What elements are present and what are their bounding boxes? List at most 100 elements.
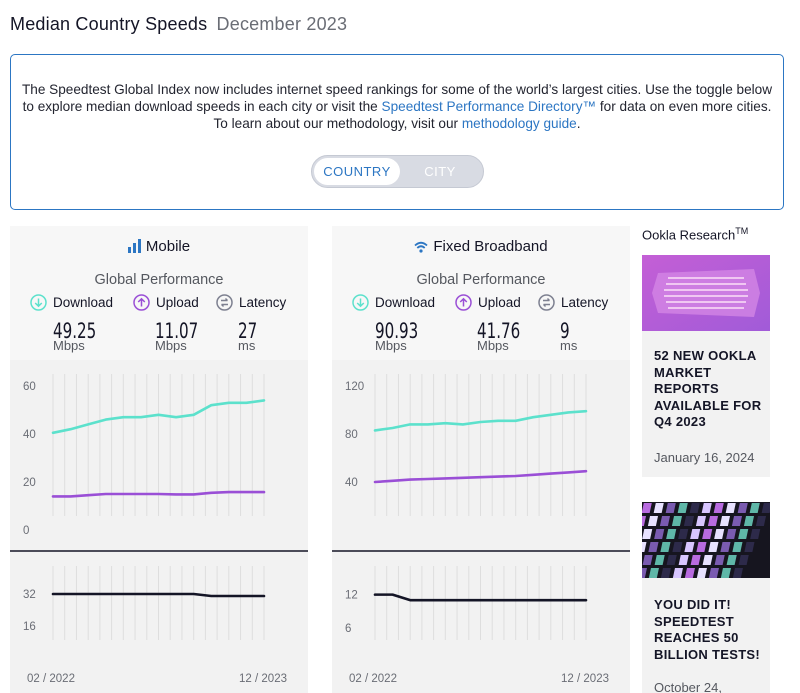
mobile-download-unit: Mbps (53, 338, 85, 353)
research-title-text: Ookla Research (642, 227, 736, 243)
thumbnail-tile (744, 542, 755, 552)
thumbnail-tile (737, 503, 748, 513)
thumbnail-tile (660, 568, 671, 578)
intro-text-3: . (576, 116, 581, 131)
toggle-country[interactable]: COUNTRY (314, 158, 400, 185)
thumbnail-tile (690, 555, 701, 565)
latency-icon (216, 294, 233, 314)
thumbnail-tile (761, 503, 770, 513)
thumbnail-tile (683, 516, 695, 526)
thumbnail-tile (666, 555, 677, 565)
thumbnail-tile (678, 529, 689, 539)
toggle-city[interactable]: CITY (424, 164, 456, 179)
mobile-signal-icon (127, 239, 141, 257)
thumbnail-tile (660, 542, 671, 552)
thumbnail-tile (750, 529, 761, 539)
thumbnail-tile (702, 555, 713, 565)
thumbnail-tile (678, 555, 689, 565)
thumbnail-tile (725, 503, 736, 513)
thumbnail-tile (726, 555, 737, 565)
thumbnail-tile (732, 568, 743, 578)
thumbnail-tile (666, 529, 677, 539)
research-card-1[interactable]: 52 NEW OOKLA MARKET REPORTS AVAILABLE FO… (642, 255, 770, 477)
thumbnail-tile (743, 516, 755, 526)
fixed-panel: Fixed Broadband Global Performance Downl… (332, 226, 630, 693)
x-start-label: 02 / 2022 (349, 673, 397, 685)
fixed-download-label: Download (375, 295, 436, 310)
thumbnail-tile (647, 516, 659, 526)
thumbnail-tile (642, 542, 647, 552)
research-card-2-title[interactable]: YOU DID IT! SPEEDTEST REACHES 50 BILLION… (654, 597, 761, 662)
performance-directory-link[interactable]: Speedtest Performance Directory™ (381, 99, 597, 114)
fixed-speed-chart: 40 80 120 6 12 02 / 2022 12 / 2023 (332, 360, 630, 693)
research-card-2-date: October 24, (654, 680, 722, 693)
thumbnail-tile (707, 516, 719, 526)
fixed-global-performance-label: Global Performance (416, 272, 546, 288)
thumbnail-tile (696, 542, 707, 552)
speed-download-line (373, 409, 588, 432)
thumbnail-tile (720, 568, 731, 578)
thumbnail-tile (665, 503, 676, 513)
thumbnail-tile (648, 568, 659, 578)
thumbnail-tile (719, 516, 731, 526)
thumbnail-tile (755, 516, 767, 526)
mobile-upload-label: Upload (156, 295, 199, 310)
thumbnail-tile (708, 542, 719, 552)
mobile-upload-metric: Upload 11.07 Mbps (133, 294, 215, 353)
x-end-label: 12 / 2023 (561, 673, 609, 685)
thumbnail-tile (677, 503, 688, 513)
speed-ytick-label: 120 (345, 381, 364, 393)
mobile-title-text: Mobile (145, 238, 191, 255)
thumbnail-tile (654, 529, 665, 539)
fixed-upload-label: Upload (478, 295, 521, 310)
wifi-icon (414, 240, 428, 257)
intro-text: The Speedtest Global Index now includes … (17, 81, 777, 132)
research-card-1-image[interactable] (642, 255, 770, 331)
research-tm: TM (735, 226, 749, 236)
thumbnail-tile (708, 568, 719, 578)
fixed-upload-value: 41.76 (477, 319, 521, 343)
fixed-download-unit: Mbps (375, 338, 407, 353)
mobile-latency-value: 27 (238, 319, 258, 343)
fixed-latency-value: 9 (560, 319, 570, 343)
fixed-download-metric: Download 90.93 Mbps (352, 294, 435, 353)
thumbnail-tile (684, 542, 695, 552)
mobile-speed-chart: 0 20 40 60 16 32 02 / 2022 12 / 2023 (10, 360, 308, 693)
country-city-toggle[interactable]: COUNTRY CITY (311, 155, 484, 188)
mobile-global-performance-label: Global Performance (94, 272, 224, 288)
latency-icon (538, 294, 555, 314)
thumbnail-tile (642, 568, 647, 578)
page-title-date: December 2023 (216, 14, 348, 34)
thumbnail-tile (689, 503, 700, 513)
fixed-latency-label: Latency (561, 295, 609, 310)
thumbnail-tile (648, 542, 659, 552)
research-card-2[interactable]: YOU DID IT! SPEEDTEST REACHES 50 BILLION… (642, 502, 770, 693)
mobile-latency-unit: ms (238, 338, 256, 353)
upload-icon (133, 294, 150, 314)
fixed-panel-title: Fixed Broadband (332, 238, 630, 257)
speed-ytick-label: 40 (345, 477, 358, 489)
mobile-download-label: Download (53, 295, 114, 310)
thumbnail-tile (726, 529, 737, 539)
thumbnail-tile (672, 542, 683, 552)
methodology-guide-link[interactable]: methodology guide (461, 116, 577, 131)
speed-ytick-label: 40 (23, 429, 36, 441)
intro-box: The Speedtest Global Index now includes … (10, 54, 784, 210)
mobile-download-metric: Download 49.25 Mbps (30, 294, 113, 353)
research-card-1-title[interactable]: 52 NEW OOKLA MARKET REPORTS AVAILABLE FO… (654, 348, 762, 429)
mobile-upload-value: 11.07 (155, 319, 199, 343)
page-title: Median Country Speeds December 2023 (10, 14, 347, 35)
thumbnail-tile (696, 568, 707, 578)
thumbnail-tile (720, 542, 731, 552)
thumbnail-tile (642, 516, 647, 526)
thumbnail-tile (671, 516, 683, 526)
speed-ytick-label: 0 (23, 525, 29, 537)
research-card-2-image[interactable] (642, 502, 770, 578)
latency-latency-line (373, 593, 588, 602)
fixed-download-value: 90.93 (375, 319, 419, 343)
thumbnail-tile (672, 568, 683, 578)
fixed-upload-metric: Upload 41.76 Mbps (455, 294, 537, 353)
mobile-upload-unit: Mbps (155, 338, 187, 353)
speed-ytick-label: 20 (23, 477, 36, 489)
speed-upload-line (373, 469, 588, 484)
